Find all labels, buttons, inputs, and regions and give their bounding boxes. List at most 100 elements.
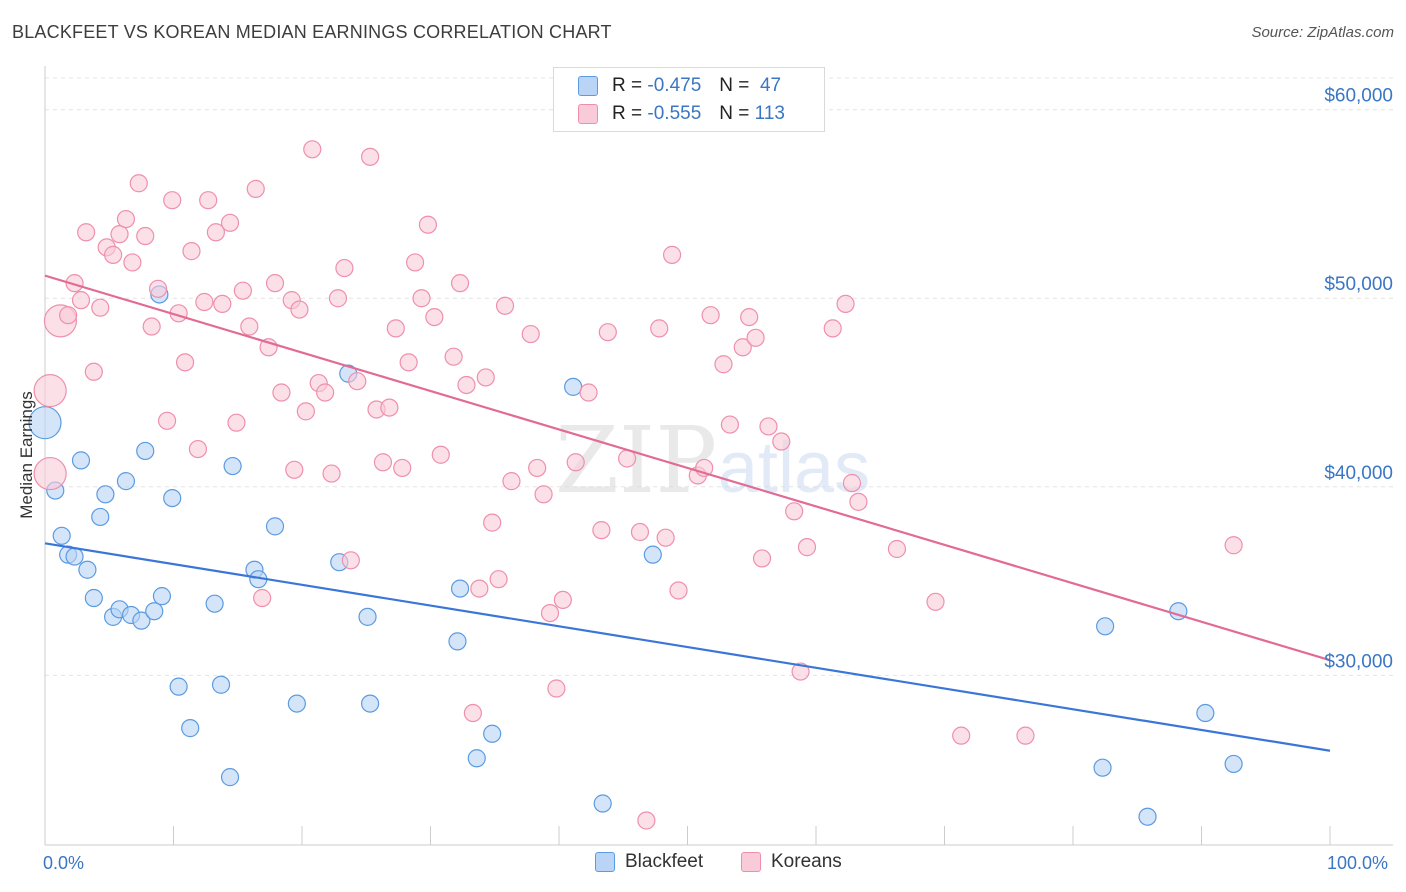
koreans-point <box>33 374 67 408</box>
koreans-point <box>405 253 425 272</box>
koreans-point <box>1016 726 1035 745</box>
blackfeet-point <box>96 485 115 504</box>
koreans-point <box>71 291 91 310</box>
koreans-point <box>265 274 285 293</box>
x-min-label: 0.0% <box>43 853 85 873</box>
n-label: N = <box>719 103 750 124</box>
koreans-point <box>296 402 315 421</box>
koreans-point <box>188 439 208 459</box>
blackfeet-point <box>643 545 662 564</box>
y-tick-labels: $30,000 $40,000 $50,000 $60,000 <box>1324 86 1393 673</box>
n-value: 47 <box>759 75 782 96</box>
blackfeet-point <box>1093 758 1112 777</box>
koreans-point <box>110 225 129 244</box>
koreans-point <box>733 338 752 357</box>
koreans-point <box>463 703 483 723</box>
koreans-point <box>129 174 148 193</box>
koreans-point <box>662 245 682 264</box>
koreans-point <box>746 328 765 347</box>
koreans-point <box>227 413 246 432</box>
stats-legend-row-blackfeet: R = -0.475 N = 47 <box>578 74 781 98</box>
blackfeet-trend-line <box>44 542 1331 752</box>
trend-lines <box>44 274 1331 752</box>
koreans-point <box>104 245 123 264</box>
grid-lines <box>45 77 1393 676</box>
koreans-point <box>849 492 868 511</box>
koreans-point <box>316 383 335 402</box>
koreans-point <box>182 242 201 261</box>
koreans-point <box>592 521 611 540</box>
koreans-point <box>495 296 515 315</box>
koreans-point <box>272 383 291 402</box>
blackfeet-point <box>28 406 62 440</box>
koreans-point <box>720 415 740 434</box>
koreans-point <box>59 306 78 325</box>
blackfeet-point <box>220 768 240 787</box>
koreans-point <box>431 445 450 464</box>
koreans-point <box>285 460 304 479</box>
blackfeet-point <box>564 377 583 396</box>
blackfeet-point <box>181 719 200 738</box>
blackfeet-point <box>136 441 155 461</box>
blackfeet-point <box>448 632 467 651</box>
source-label: Source: ZipAtlas.com <box>1251 24 1394 41</box>
koreans-point <box>457 375 476 395</box>
koreans-point <box>952 726 971 745</box>
koreans-trend-line <box>44 274 1331 662</box>
koreans-point <box>650 319 669 338</box>
koreans-point <box>199 191 218 210</box>
blackfeet-point <box>287 694 306 713</box>
koreans-point <box>163 191 182 210</box>
koreans-swatch <box>578 104 598 124</box>
koreans-point <box>669 581 688 600</box>
koreans-point <box>528 458 547 478</box>
koreans-point <box>142 317 161 336</box>
koreans-point <box>240 317 259 336</box>
y-tick-label: $60,000 <box>1324 86 1393 107</box>
koreans-point <box>842 473 862 493</box>
blackfeet-point <box>211 675 231 694</box>
koreans-point <box>220 213 240 232</box>
koreans-point <box>246 179 265 198</box>
koreans-point <box>637 811 656 830</box>
legend-label: Blackfeet <box>625 851 704 872</box>
blackfeet-point <box>78 560 97 579</box>
koreans-point <box>791 662 810 681</box>
blackfeet-point <box>71 451 91 470</box>
r-label: R = <box>612 103 643 124</box>
koreans-point <box>418 215 438 234</box>
blackfeet-point <box>450 579 470 598</box>
koreans-point <box>33 456 67 491</box>
koreans-point <box>175 353 195 372</box>
koreans-point <box>322 464 341 483</box>
blackfeet-point <box>1196 703 1215 723</box>
koreans-point <box>328 289 348 308</box>
koreans-point <box>752 549 772 568</box>
koreans-point <box>1224 536 1243 555</box>
blackfeet-point <box>361 694 380 713</box>
n-label: N = <box>719 75 750 96</box>
koreans-point <box>361 147 380 166</box>
koreans-point <box>887 539 907 559</box>
watermark: ZIP atlas <box>555 407 870 514</box>
koreans-point <box>148 279 168 298</box>
koreans-point <box>470 579 489 598</box>
koreans-point <box>759 417 778 436</box>
koreans-point <box>91 298 110 317</box>
koreans-point <box>65 274 84 293</box>
blackfeet-point <box>483 724 502 743</box>
koreans-point <box>116 209 136 229</box>
koreans-point <box>341 551 360 570</box>
koreans-point <box>566 453 585 472</box>
blackfeet-legend-swatch <box>595 852 615 872</box>
y-tick-label: $40,000 <box>1324 463 1393 484</box>
blackfeet-point <box>116 472 136 491</box>
koreans-point <box>444 347 463 366</box>
watermark-atlas: atlas <box>718 428 870 508</box>
koreans-point <box>740 307 759 327</box>
koreans-point <box>399 353 418 372</box>
blackfeet-point <box>358 607 377 626</box>
legend-item-koreans: Koreans <box>741 851 842 873</box>
koreans-point <box>425 307 444 327</box>
